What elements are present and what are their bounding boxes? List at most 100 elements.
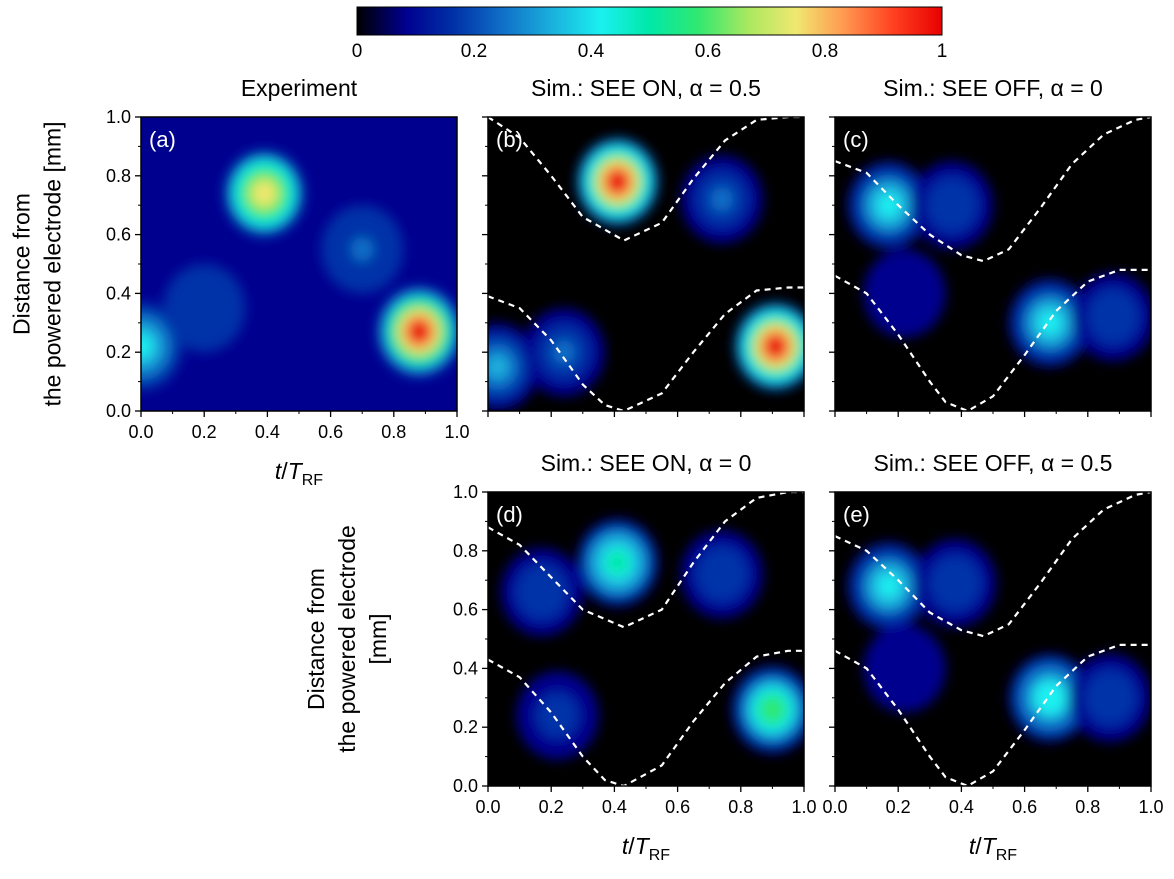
heatmap-peak	[847, 541, 930, 631]
sheath-edge-line	[835, 268, 1151, 411]
y-axis-label: the powered electrode	[334, 525, 360, 753]
y-tick-label: 0.2	[106, 342, 131, 362]
sheath-edge-line	[488, 117, 804, 242]
heatmap-peak	[576, 137, 659, 226]
sheath-edge-line	[835, 117, 1151, 263]
x-tick-label: 0.0	[822, 797, 847, 817]
x-tick-label: 0.6	[665, 797, 690, 817]
y-axis-label: the powered electrode [mm]	[40, 121, 66, 406]
x-tick-label: 0.0	[475, 797, 500, 817]
x-tick-label: 0.6	[318, 422, 343, 442]
panels: 0.0 0.2 0.4 0.6 0.8 1.0 0.0 0.2 0.4 0.6 0.8 1.0 Expe…	[9, 75, 1164, 864]
heatmap-peak	[847, 161, 930, 250]
x-tick-label: 0.4	[949, 797, 974, 817]
heatmap-peak	[1008, 653, 1091, 742]
panel-title: Sim.: SEE ON, α = 0	[541, 450, 752, 476]
x-tick-label: 0.8	[381, 422, 406, 442]
panel-label: (d)	[496, 502, 523, 527]
y-tick-label: 0.4	[453, 658, 478, 678]
heatmap-peak	[488, 322, 539, 411]
y-tick-label: 0.0	[453, 776, 478, 796]
x-tick-label: 0.4	[602, 797, 627, 817]
heatmap-area	[141, 117, 457, 411]
x-axis-label: t/TRF	[275, 458, 323, 489]
x-tick-label: 1.0	[791, 797, 816, 817]
heatmap-peak	[910, 161, 993, 250]
colorbar-tick-label: 1	[937, 41, 948, 62]
sheath-edge-line	[488, 286, 804, 411]
colorbar: 0 0.2 0.4 0.6 0.8 1	[352, 6, 948, 62]
sheath-edge-line	[835, 492, 1151, 638]
panel-title: Sim.: SEE OFF, α = 0	[883, 75, 1103, 101]
colorbar-tick-label: 0.2	[461, 41, 487, 62]
x-tick-label: 0.8	[728, 797, 753, 817]
heatmap-peak	[680, 530, 763, 619]
heatmap-peak	[914, 539, 997, 628]
heatmap-peak	[516, 671, 599, 760]
heatmap-panel: 0.0 0.2 0.4 0.6 0.8 1.0 Sim.: SEE OFF, α = 0.5…	[822, 450, 1163, 864]
x-tick-label: 0.0	[128, 422, 153, 442]
heatmap-panel: Sim.: SEE OFF, α = 0 (c)	[829, 75, 1152, 417]
y-tick-label: 1.0	[106, 107, 131, 127]
panel-label: (e)	[843, 502, 870, 527]
heatmap-panel: 0.0 0.2 0.4 0.6 0.8 1.0 0.0 0.2 0.4 0.6 0.8 1.0 Sim.…	[303, 450, 817, 864]
x-tick-label: 0.2	[539, 797, 564, 817]
heatmap-area	[488, 117, 804, 411]
heatmap-peak	[500, 547, 583, 637]
heatmap-peak	[576, 518, 659, 607]
y-axis-label: Distance from	[303, 568, 329, 710]
y-tick-label: 0.4	[106, 283, 131, 303]
heatmap-area	[835, 492, 1151, 786]
sheath-edge-line	[835, 643, 1151, 786]
x-tick-label: 0.2	[886, 797, 911, 817]
sheath-edge-line	[488, 492, 804, 629]
heatmap-peak	[163, 264, 246, 353]
heatmap-area	[835, 117, 1151, 411]
panel-title: Sim.: SEE ON, α = 0.5	[531, 75, 761, 101]
heatmap-panel: Sim.: SEE ON, α = 0.5 (b)	[482, 75, 805, 417]
y-axis-label: [mm]	[365, 613, 391, 664]
heatmap-peak	[141, 302, 183, 391]
y-tick-label: 0.6	[106, 225, 131, 245]
panel-label: (c)	[843, 127, 869, 152]
y-tick-label: 0.2	[453, 717, 478, 737]
heatmap-panel: 0.0 0.2 0.4 0.6 0.8 1.0 0.0 0.2 0.4 0.6 0.8 1.0 Expe…	[9, 75, 470, 489]
y-tick-label: 0.0	[106, 401, 131, 421]
x-tick-label: 0.6	[1012, 797, 1037, 817]
x-axis-label: t/TRF	[622, 833, 670, 864]
x-tick-label: 0.8	[1075, 797, 1100, 817]
x-tick-label: 0.2	[192, 422, 217, 442]
heatmap-peak	[1008, 278, 1091, 367]
heatmap-peak	[734, 302, 804, 391]
heatmap-peak	[731, 665, 804, 754]
colorbar-tick-label: 0.8	[812, 41, 838, 62]
colorbar-tick-label: 0.4	[578, 41, 605, 62]
heatmap-peak	[223, 149, 306, 238]
x-tick-label: 1.0	[444, 422, 469, 442]
heatmap-peak	[378, 287, 457, 376]
heatmap-peak	[863, 249, 946, 338]
panel-title: Experiment	[241, 75, 358, 101]
y-tick-label: 0.6	[453, 600, 478, 620]
x-tick-label: 1.0	[1138, 797, 1163, 817]
colorbar-tick-label: 0	[352, 41, 363, 62]
heatmap-peak	[680, 155, 763, 244]
x-axis-label: t/TRF	[969, 833, 1017, 864]
heatmap-peak	[863, 624, 946, 713]
y-tick-label: 0.8	[453, 541, 478, 561]
sheath-edge-line	[488, 649, 804, 786]
colorbar-gradient	[356, 6, 943, 36]
colorbar-tick-label: 0.6	[695, 41, 721, 62]
y-axis-label: Distance from	[9, 193, 35, 335]
y-tick-label: 1.0	[453, 482, 478, 502]
y-tick-label: 0.8	[106, 166, 131, 186]
heatmap-area	[488, 492, 804, 786]
panel-title: Sim.: SEE OFF, α = 0.5	[874, 450, 1113, 476]
panel-label: (a)	[149, 127, 176, 152]
heatmap-peak	[321, 205, 404, 294]
heatmap-peak	[1072, 272, 1151, 362]
x-tick-label: 0.4	[255, 422, 280, 442]
heatmap-peak	[522, 308, 605, 397]
panel-label: (b)	[496, 127, 523, 152]
